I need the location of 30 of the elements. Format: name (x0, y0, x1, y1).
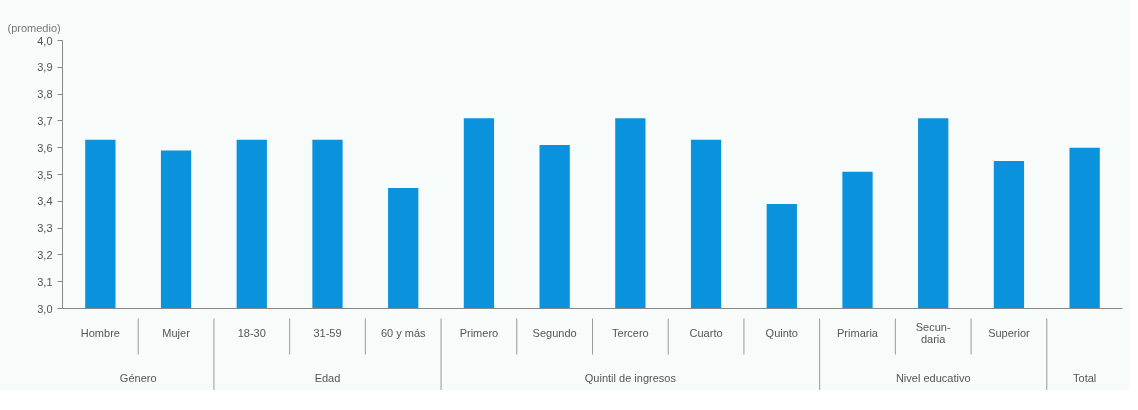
x-tick-label: 60 y más (380, 326, 427, 339)
y-tick-label: 3,8 (37, 88, 53, 101)
x-tick-label: Tercero (612, 326, 649, 339)
y-tick-label: 3,9 (37, 61, 53, 74)
x-tick-label: 18-30 (237, 326, 266, 339)
y-tick-label: 3,6 (37, 141, 53, 154)
x-tick-label: Primaria (837, 326, 879, 339)
y-tick-label: 3,1 (37, 275, 53, 288)
x-tick-label: 31-59 (313, 326, 342, 339)
text: Nivel educativo (895, 371, 971, 384)
x-tick-label: Primero (459, 326, 499, 339)
x-tick-label: Secun- daria (915, 320, 951, 345)
y-tick-label: 3,3 (37, 222, 53, 235)
text: Género (119, 371, 157, 384)
x-tick-label: Segundo (532, 326, 577, 339)
x-tick-label: Mujer (162, 326, 191, 339)
text: Edad (314, 371, 341, 384)
y-tick-label: 4,0 (37, 34, 53, 47)
x-tick-label: Superior (988, 326, 1031, 339)
y-tick-label: 3,7 (37, 114, 53, 127)
text: Total (1073, 371, 1097, 384)
x-tick-label: Hombre (80, 326, 120, 339)
x-tick-label: Cuarto (689, 326, 723, 339)
text: Quintil de ingresos (584, 371, 677, 384)
x-tick-label: Quinto (765, 326, 798, 339)
y-tick-label: 3,5 (37, 168, 53, 181)
y-tick-label: 3,4 (37, 195, 53, 208)
y-tick-label: 3,2 (37, 248, 53, 261)
y-axis-title: (promedio) (7, 21, 61, 34)
y-tick-label: 3,0 (37, 302, 53, 315)
